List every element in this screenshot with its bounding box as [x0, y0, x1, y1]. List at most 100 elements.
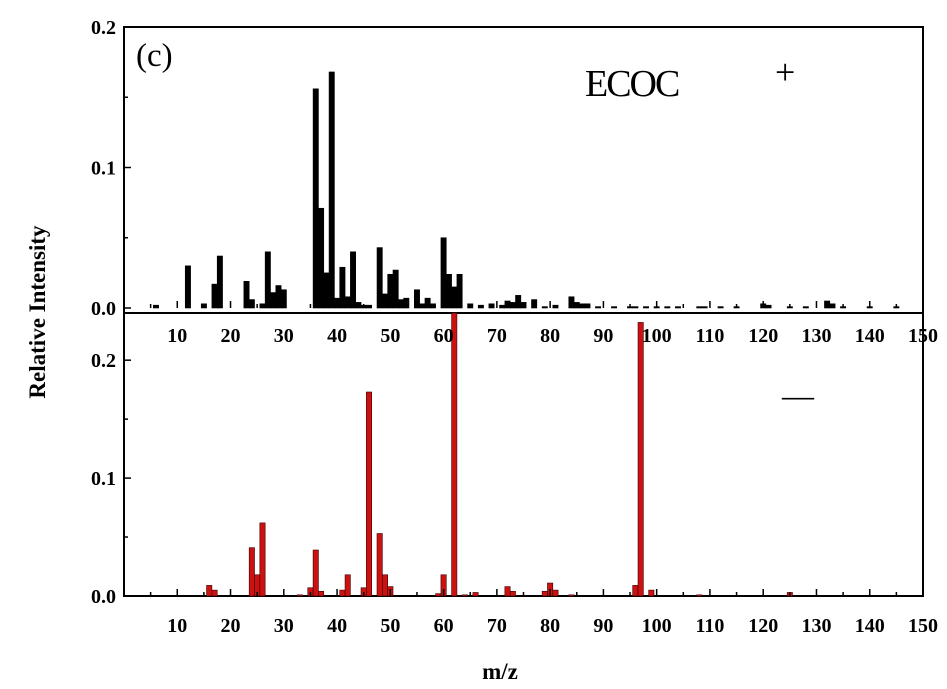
top-bar: [499, 304, 506, 309]
x-tick-label: 80: [540, 615, 560, 637]
bottom-bar: [541, 590, 548, 597]
top-bar: [392, 269, 399, 309]
top-bar: [632, 306, 639, 309]
top-bar: [717, 306, 724, 309]
top-bar: [824, 300, 831, 309]
top-bar: [248, 299, 255, 309]
bottom-bar: [344, 574, 351, 597]
bottom-bar: [461, 594, 468, 597]
top-panel-ticks: 10 20 30 40 50 60 70 80 90 100 110 120 130 140 150 0.0 0…: [91, 17, 938, 347]
bottom-bar: [296, 594, 303, 597]
bottom-bar: [248, 547, 255, 597]
top-bar: [403, 297, 410, 309]
x-tick-label: 60: [434, 615, 454, 637]
bottom-bar: [632, 585, 639, 597]
x-tick-label: 10: [167, 325, 187, 347]
top-bar: [643, 306, 649, 309]
x-tick-label: 40: [327, 615, 347, 637]
bottom-bar: [509, 590, 516, 597]
x-tick-label: 70: [487, 615, 507, 637]
x-tick-label: 20: [221, 615, 241, 637]
x-tick-label: 60: [434, 325, 454, 347]
top-bar: [829, 303, 836, 309]
y-axis-label: Relative Intensity: [25, 225, 50, 399]
x-tick-label: 120: [748, 615, 778, 637]
y-tick-label: 0.2: [91, 17, 116, 39]
top-bar: [456, 273, 463, 309]
top-bar: [259, 303, 266, 309]
top-bar: [664, 306, 671, 309]
top-bar: [398, 299, 404, 309]
top-bar: [504, 300, 511, 309]
top-bar: [424, 297, 431, 309]
bottom-bar: [211, 589, 218, 597]
top-bar: [696, 306, 703, 309]
top-bar: [216, 255, 223, 309]
top-bar: [339, 266, 346, 309]
top-bar: [509, 302, 516, 309]
top-bar: [440, 237, 447, 309]
top-bar: [328, 71, 335, 309]
panel-label: (c): [136, 38, 173, 74]
x-axis-label: m/z: [482, 659, 518, 684]
top-bar: [765, 304, 772, 309]
x-tick-label: 30: [274, 615, 294, 637]
x-tick-label: 100: [642, 615, 672, 637]
top-bar: [312, 88, 319, 309]
bottom-bar: [435, 593, 442, 597]
top-bar: [355, 302, 362, 309]
top-bar: [611, 306, 618, 309]
y-tick-label: 0.0: [91, 586, 116, 608]
top-bar: [376, 247, 383, 309]
bottom-bar: [637, 322, 644, 597]
bottom-bar: [696, 594, 703, 597]
x-tick-label: 120: [748, 325, 778, 347]
bottom-bar: [451, 312, 458, 597]
top-bar: [802, 306, 809, 309]
top-bar: [531, 299, 538, 309]
top-bar: [270, 292, 277, 309]
bottom-panel-ticks: 10 20 30 40 50 60 70 80 90 100 110 120 130 140 150 0.0 0…: [91, 350, 938, 637]
bottom-bar: [552, 589, 559, 597]
y-tick-label: 0.2: [91, 350, 116, 372]
bottom-bar: [259, 522, 266, 597]
top-bar: [541, 306, 548, 309]
bottom-bar: [366, 391, 372, 597]
x-tick-label: 150: [908, 615, 938, 637]
top-bar: [318, 207, 325, 309]
bottom-bar: [472, 592, 479, 597]
x-tick-label: 130: [801, 325, 831, 347]
y-tick-label: 0.0: [91, 298, 116, 320]
x-tick-label: 10: [167, 615, 187, 637]
top-bar: [595, 306, 602, 309]
top-bar: [264, 251, 271, 309]
top-bar: [419, 303, 426, 309]
top-bar: [675, 306, 681, 309]
x-tick-label: 110: [695, 615, 724, 637]
top-bar: [184, 265, 191, 309]
negative-ion-sign: —: [781, 377, 815, 413]
top-bar: [701, 306, 708, 309]
top-bar: [568, 296, 575, 309]
x-tick-label: 140: [855, 615, 885, 637]
bottom-panel-frame: [123, 312, 924, 597]
x-tick-label: 130: [801, 615, 831, 637]
top-panel-frame: [123, 26, 924, 314]
positive-ion-sign: +: [775, 52, 795, 92]
x-tick-label: 30: [274, 325, 294, 347]
x-tick-label: 50: [380, 325, 400, 347]
bottom-panel-bars: [206, 312, 793, 597]
top-bar: [515, 295, 522, 309]
top-bar: [445, 273, 452, 309]
top-bar: [243, 281, 250, 309]
top-bar: [552, 304, 559, 309]
top-bar: [477, 304, 484, 309]
top-bar: [350, 251, 357, 309]
x-tick-label: 50: [380, 615, 400, 637]
top-bar: [366, 304, 372, 309]
top-bar: [451, 286, 458, 309]
top-bar: [344, 296, 351, 309]
bottom-bar: [648, 589, 655, 597]
x-tick-label: 90: [593, 615, 613, 637]
